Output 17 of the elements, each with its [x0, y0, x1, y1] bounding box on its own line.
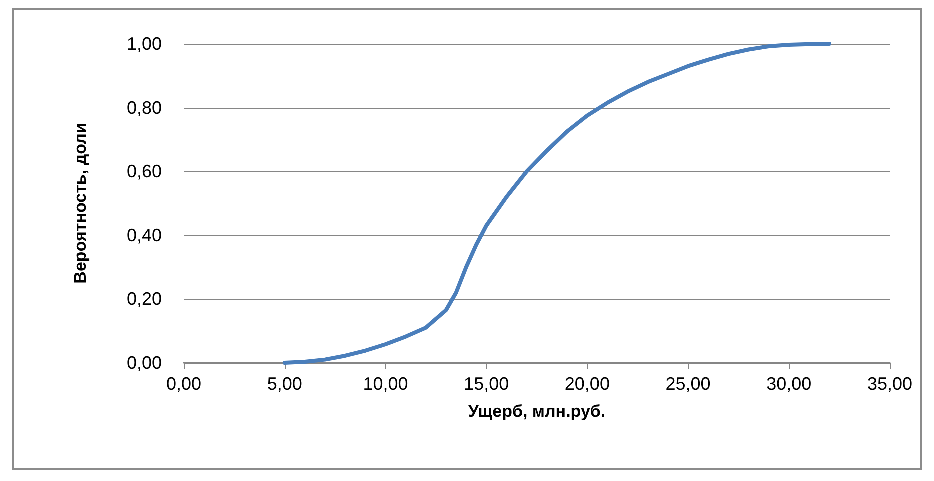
y-axis-title: Вероятность, доли [71, 123, 90, 284]
y-tick-label: 0,60 [126, 162, 162, 182]
x-tick-label: 25,00 [666, 374, 711, 394]
y-tick-label: 0,40 [126, 225, 162, 246]
y-tick-label: 0,00 [126, 353, 162, 373]
x-tick-label: 0,00 [166, 374, 202, 394]
x-tick-label: 10,00 [363, 374, 408, 394]
y-tick-label: 0,80 [126, 98, 162, 118]
x-tick-label: 15,00 [464, 374, 510, 394]
y-tick-label: 0,20 [126, 289, 162, 310]
x-tick-label: 5,00 [267, 374, 302, 394]
line-series [282, 42, 832, 365]
x-tick-label: 35,00 [867, 374, 913, 394]
y-tick-label: 1,00 [126, 34, 162, 54]
x-tick-label: 30,00 [766, 374, 812, 394]
x-axis-title: Ущерб, млн.руб. [468, 402, 606, 421]
x-tick-label: 20,00 [564, 374, 610, 394]
